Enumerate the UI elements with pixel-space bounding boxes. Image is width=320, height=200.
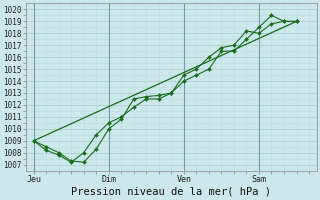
X-axis label: Pression niveau de la mer( hPa ): Pression niveau de la mer( hPa )	[71, 187, 271, 197]
